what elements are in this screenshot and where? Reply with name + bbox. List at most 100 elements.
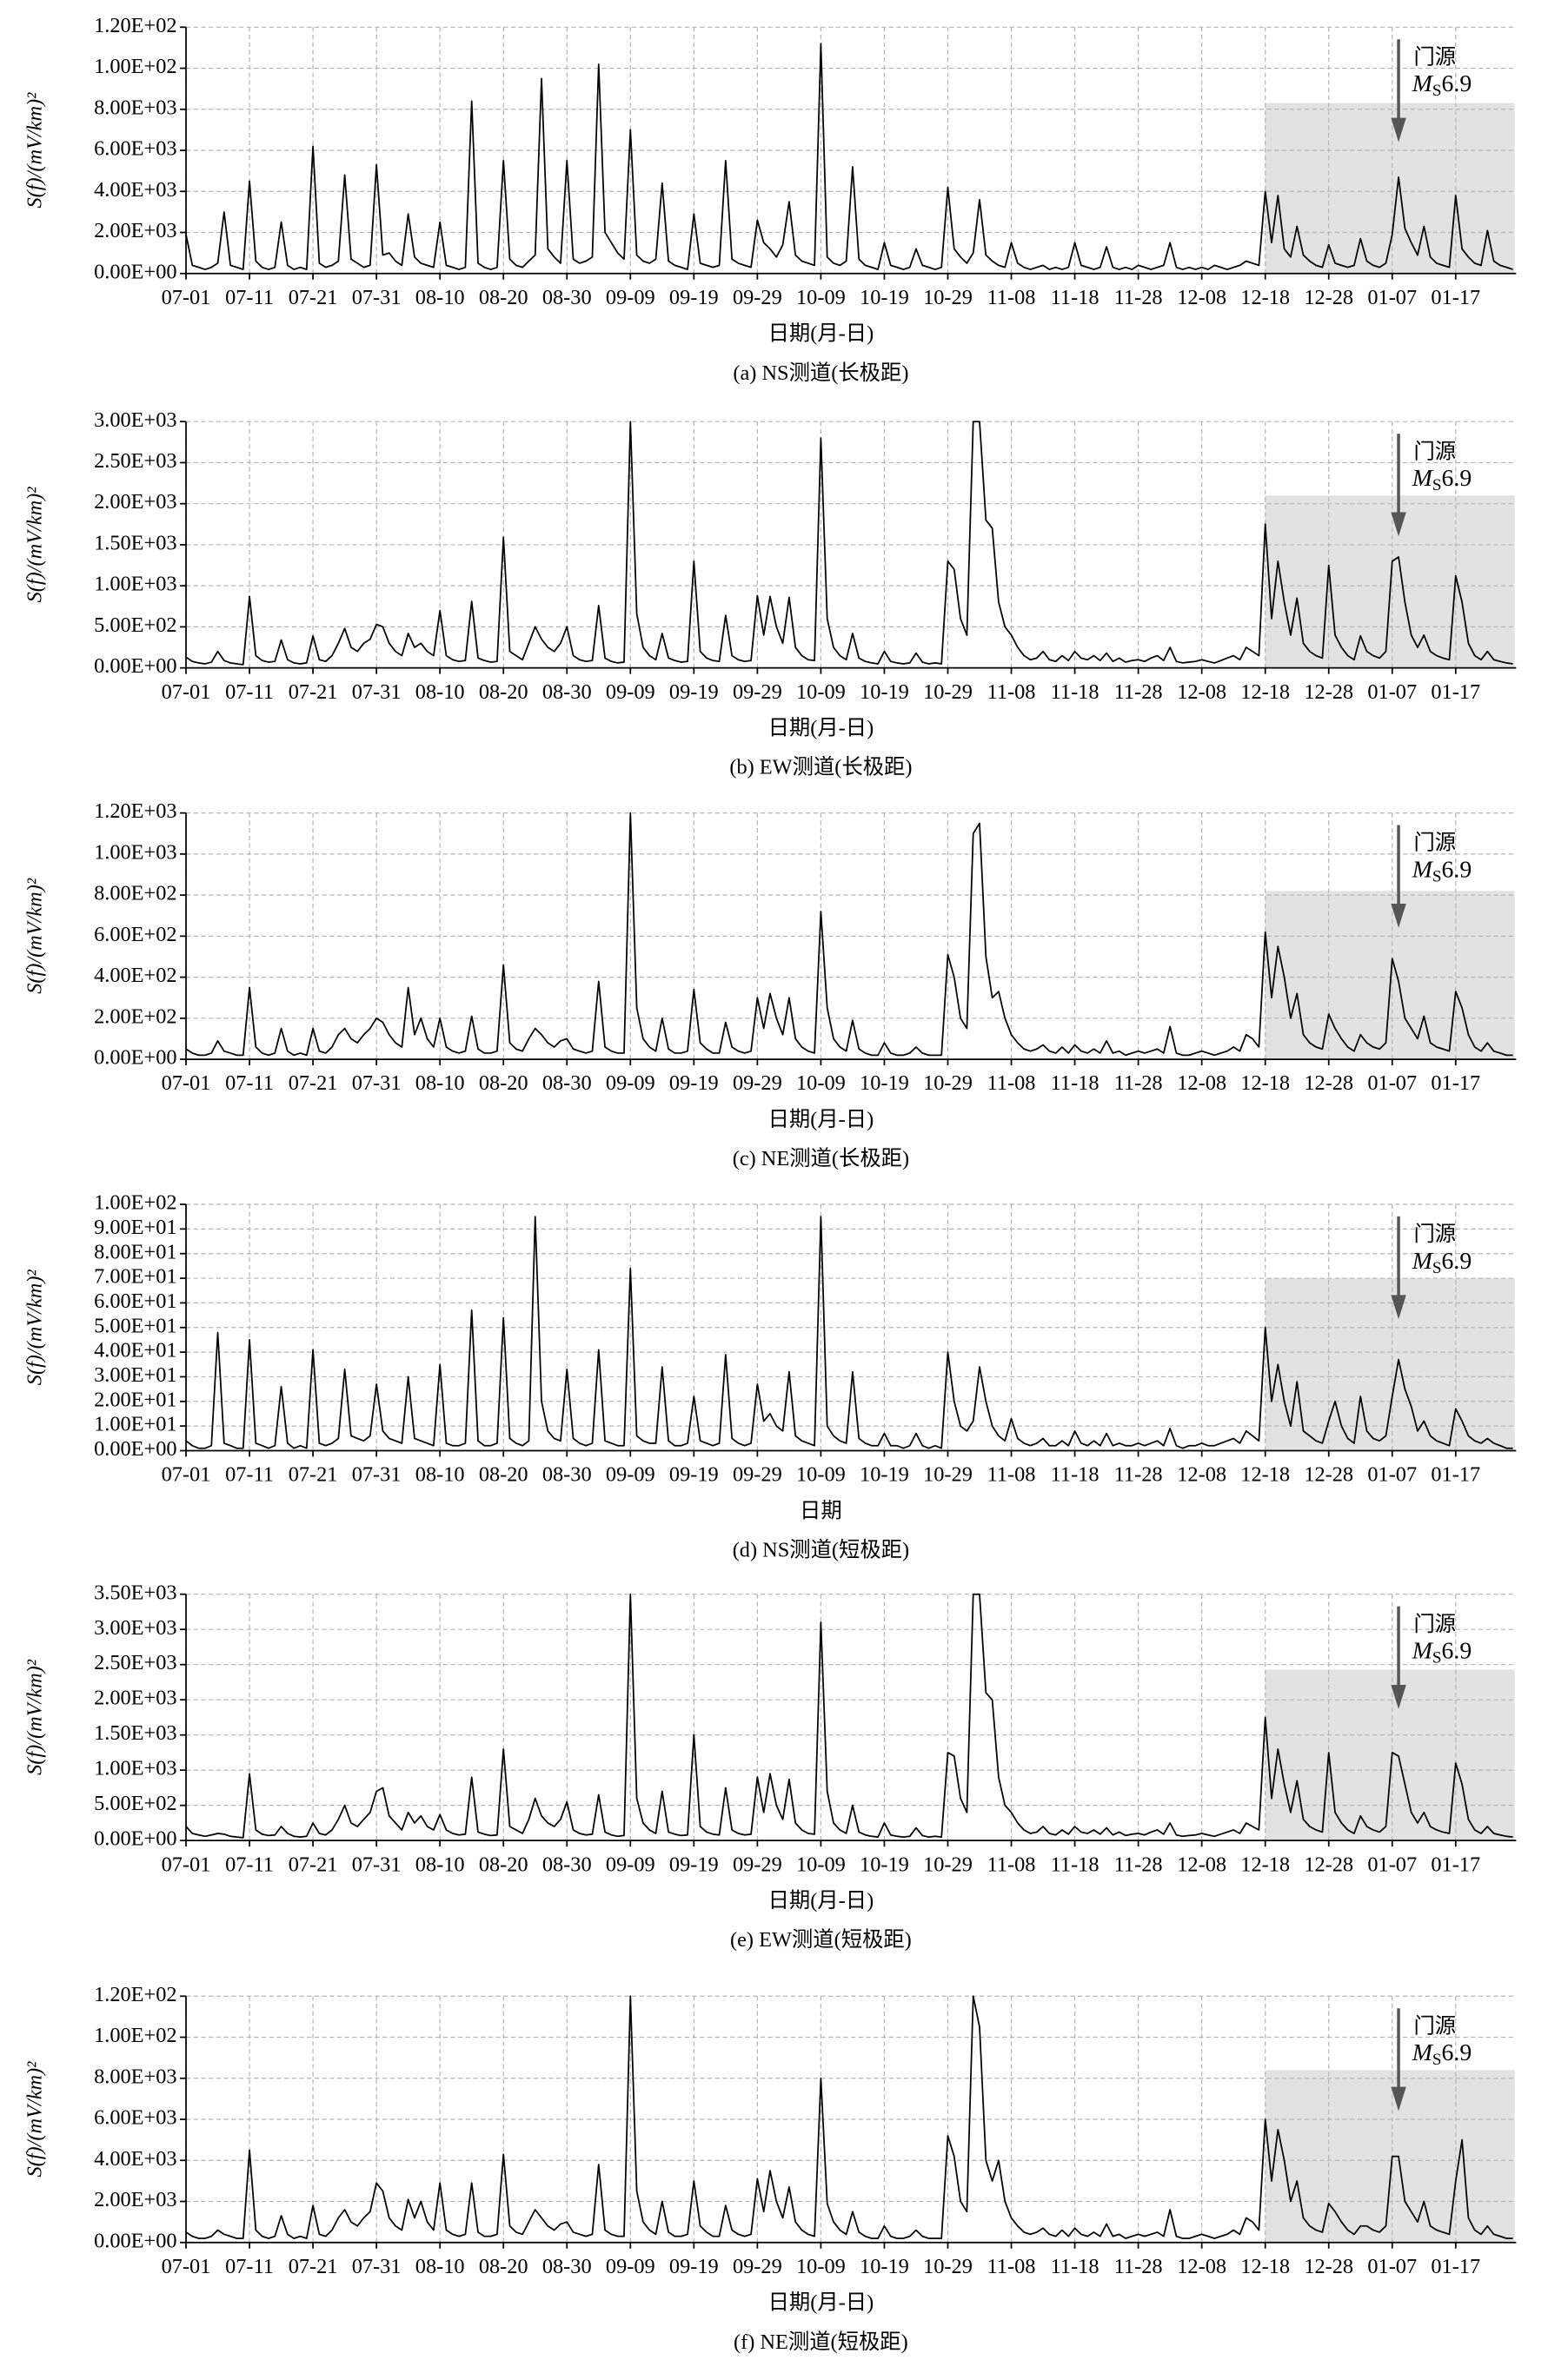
x-tick-label: 11-08 (987, 286, 1036, 309)
y-tick-label: 0.00E+00 (94, 2229, 176, 2252)
x-tick-label: 07-01 (162, 286, 211, 309)
x-tick-label: 12-08 (1177, 286, 1226, 309)
data-line (185, 812, 1513, 1057)
x-tick-label: 11-08 (987, 2255, 1036, 2278)
highlight-region (1265, 495, 1515, 668)
y-axis-label: S(f)/(mV/km)² (23, 1659, 46, 1775)
y-tick-label: 4.00E+01 (94, 1339, 176, 1362)
y-tick-label: 6.00E+02 (94, 923, 176, 946)
x-tick-label: 12-08 (1177, 2255, 1226, 2278)
x-tick-label: 11-28 (1114, 1463, 1163, 1487)
x-tick-label: 11-18 (1051, 1071, 1100, 1095)
x-tick-label: 10-09 (796, 1071, 846, 1095)
x-tick-label: 11-28 (1114, 680, 1163, 704)
x-tick-label: 11-18 (1051, 2255, 1100, 2278)
caption: (e) EW测道(短极距) (730, 1928, 912, 1952)
x-tick-label: 08-20 (479, 680, 528, 704)
magnitude-symbol: M (1412, 71, 1434, 98)
caption: (b) EW测道(长极距) (729, 756, 912, 779)
annotation-magnitude: MS6.9 (1412, 1248, 1472, 1277)
x-tick-label: 07-21 (289, 1463, 338, 1487)
annotation-arrowhead (1391, 512, 1406, 537)
x-tick-label: 12-08 (1177, 1071, 1226, 1095)
magnitude-value: 6.9 (1442, 1638, 1472, 1665)
magnitude-value: 6.9 (1442, 857, 1472, 884)
y-tick-label: 1.20E+03 (94, 799, 176, 823)
x-tick-label: 11-18 (1051, 286, 1100, 309)
magnitude-value: 6.9 (1442, 1248, 1472, 1275)
y-tick-label: 0.00E+00 (94, 1827, 176, 1851)
x-tick-label: 12-28 (1304, 1853, 1353, 1876)
x-tick-label: 09-09 (606, 680, 655, 704)
x-tick-label: 10-29 (923, 1853, 973, 1876)
x-tick-label: 09-09 (606, 2255, 655, 2278)
x-tick-label: 10-09 (796, 2255, 846, 2278)
x-tick-label: 07-31 (352, 2255, 402, 2278)
x-tick-label: 07-31 (352, 680, 402, 704)
x-tick-label: 01-17 (1431, 680, 1480, 704)
y-tick-label: 8.00E+03 (94, 96, 176, 119)
y-tick-label: 1.00E+02 (94, 1191, 176, 1215)
x-tick-label: 09-09 (606, 1463, 655, 1487)
x-tick-label: 01-07 (1367, 286, 1417, 309)
y-tick-label: 8.00E+02 (94, 882, 176, 905)
x-tick-label: 09-09 (606, 1853, 655, 1876)
x-tick-label: 11-28 (1114, 1853, 1163, 1876)
panel: 0.00E+00 2.00E+03 4.00E+03 6.00E+03 8.00E+03… (23, 1983, 1517, 2354)
x-tick-label: 12-28 (1304, 2255, 1353, 2278)
x-tick-label: 08-10 (415, 680, 465, 704)
y-tick-label: 4.00E+03 (94, 2147, 176, 2171)
y-tick-label: 9.00E+01 (94, 1216, 176, 1239)
y-tick-label: 8.00E+01 (94, 1240, 176, 1263)
x-tick-label: 07-11 (225, 680, 274, 704)
x-tick-label: 07-21 (289, 286, 338, 309)
x-tick-label: 08-10 (415, 2255, 465, 2278)
annotation-place: 门源 (1413, 832, 1456, 855)
x-axis-label: 日期(月-日) (768, 2291, 874, 2315)
x-tick-label: 07-21 (289, 2255, 338, 2278)
x-tick-label: 08-20 (479, 2255, 528, 2278)
y-tick-label: 6.00E+01 (94, 1289, 176, 1313)
y-tick-label: 8.00E+03 (94, 2065, 176, 2088)
annotation-place: 门源 (1413, 1223, 1456, 1246)
x-tick-label: 07-01 (162, 2255, 211, 2278)
y-tick-label: 2.50E+03 (94, 449, 176, 473)
x-tick-label: 12-18 (1240, 2255, 1290, 2278)
y-tick-label: 3.50E+03 (94, 1581, 176, 1604)
x-axis-label: 日期(月-日) (768, 322, 874, 346)
x-tick-label: 12-08 (1177, 1463, 1226, 1487)
x-tick-label: 01-17 (1431, 2255, 1480, 2278)
caption: (c) NE测道(长极距) (733, 1147, 909, 1170)
y-tick-label: 1.00E+02 (94, 55, 176, 78)
x-tick-label: 10-09 (796, 286, 846, 309)
x-tick-label: 09-09 (606, 286, 655, 309)
data-line (185, 43, 1513, 270)
x-tick-label: 12-18 (1240, 1463, 1290, 1487)
x-tick-label: 09-29 (733, 1463, 782, 1487)
y-tick-label: 3.00E+03 (94, 1616, 176, 1640)
x-tick-label: 09-19 (669, 1853, 719, 1876)
x-tick-label: 08-10 (415, 1071, 465, 1095)
data-line (185, 421, 1513, 666)
x-axis-label: 日期(月-日) (768, 1889, 874, 1913)
x-tick-label: 08-30 (542, 2255, 592, 2278)
magnitude-value: 6.9 (1442, 71, 1472, 98)
x-tick-label: 09-19 (669, 680, 719, 704)
x-axis-label: 日期(月-日) (768, 717, 874, 740)
magnitude-subscript: S (1432, 1259, 1442, 1277)
x-tick-label: 12-28 (1304, 286, 1353, 309)
y-tick-label: 1.20E+02 (94, 14, 176, 37)
annotation-arrowhead (1391, 117, 1406, 143)
x-tick-label: 08-20 (479, 1071, 528, 1095)
x-tick-label: 11-08 (987, 1853, 1036, 1876)
magnitude-subscript: S (1432, 82, 1442, 100)
x-tick-label: 08-20 (479, 286, 528, 309)
x-tick-label: 08-20 (479, 1853, 528, 1876)
x-tick-label: 08-30 (542, 680, 592, 704)
x-tick-label: 07-31 (352, 1071, 402, 1095)
y-tick-label: 1.00E+03 (94, 1757, 176, 1780)
x-tick-label: 10-09 (796, 1463, 846, 1487)
annotation-magnitude: MS6.9 (1412, 2039, 1472, 2069)
y-tick-label: 2.00E+03 (94, 490, 176, 514)
magnitude-subscript: S (1432, 868, 1442, 886)
